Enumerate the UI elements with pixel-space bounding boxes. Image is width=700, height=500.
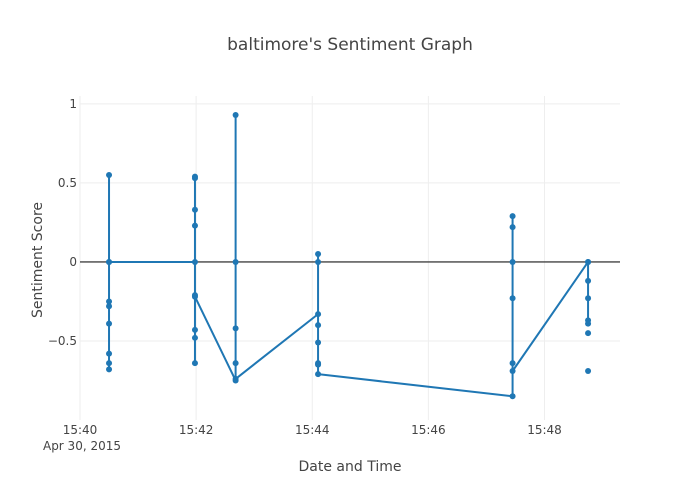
- y-tick-label: 0.5: [58, 176, 77, 190]
- data-point: [509, 213, 516, 220]
- x-axis-title: Date and Time: [299, 459, 402, 475]
- data-point: [585, 320, 592, 327]
- data-point: [315, 339, 322, 346]
- data-point: [232, 375, 239, 382]
- x-date-sublabel: Apr 30, 2015: [43, 439, 121, 453]
- y-tick-label: 0: [69, 255, 77, 269]
- x-tick-label: 15:48: [527, 423, 562, 437]
- chart-title: baltimore's Sentiment Graph: [227, 35, 473, 55]
- x-tick-label: 15:46: [411, 423, 446, 437]
- data-point: [315, 371, 322, 378]
- data-point: [191, 222, 198, 229]
- data-point: [315, 251, 322, 258]
- x-tick-label: 15:42: [179, 423, 214, 437]
- data-point: [232, 111, 239, 118]
- data-point: [106, 172, 113, 179]
- y-tick-labels: 1 0.5 0 −0.5: [48, 97, 77, 348]
- data-point: [585, 258, 592, 265]
- data-point: [585, 277, 592, 284]
- data-point: [509, 295, 516, 302]
- data-point: [315, 311, 322, 318]
- data-point: [191, 326, 198, 333]
- data-point: [585, 295, 592, 302]
- data-point: [191, 175, 198, 182]
- data-point: [315, 322, 322, 329]
- data-point: [106, 298, 113, 305]
- data-point: [315, 258, 322, 265]
- data-point: [315, 361, 322, 368]
- data-point: [509, 224, 516, 231]
- x-tick-labels: 15:40 15:42 15:44 15:46 15:48: [63, 423, 562, 437]
- data-point: [106, 258, 113, 265]
- x-tick-label: 15:44: [295, 423, 330, 437]
- data-point: [509, 360, 516, 367]
- data-point: [106, 360, 113, 367]
- data-point: [509, 368, 516, 375]
- data-point: [106, 350, 113, 357]
- series-layer: [106, 111, 592, 400]
- data-point: [191, 258, 198, 265]
- data-point: [106, 320, 113, 327]
- y-tick-label: 1: [69, 97, 77, 111]
- data-point: [106, 366, 113, 373]
- data-point: [191, 206, 198, 213]
- data-point: [232, 360, 239, 367]
- data-point: [191, 360, 198, 367]
- data-point: [585, 330, 592, 337]
- data-point: [509, 258, 516, 265]
- x-tick-label: 15:40: [63, 423, 98, 437]
- data-point: [106, 303, 113, 310]
- data-point: [509, 393, 516, 400]
- y-axis-title: Sentiment Score: [30, 202, 46, 318]
- data-point: [191, 293, 198, 300]
- grid-lines: [79, 96, 620, 420]
- data-point: [585, 368, 592, 375]
- series-line: [108, 113, 590, 398]
- data-point: [232, 325, 239, 332]
- data-point: [191, 334, 198, 341]
- data-point: [232, 258, 239, 265]
- y-tick-label: −0.5: [48, 334, 77, 348]
